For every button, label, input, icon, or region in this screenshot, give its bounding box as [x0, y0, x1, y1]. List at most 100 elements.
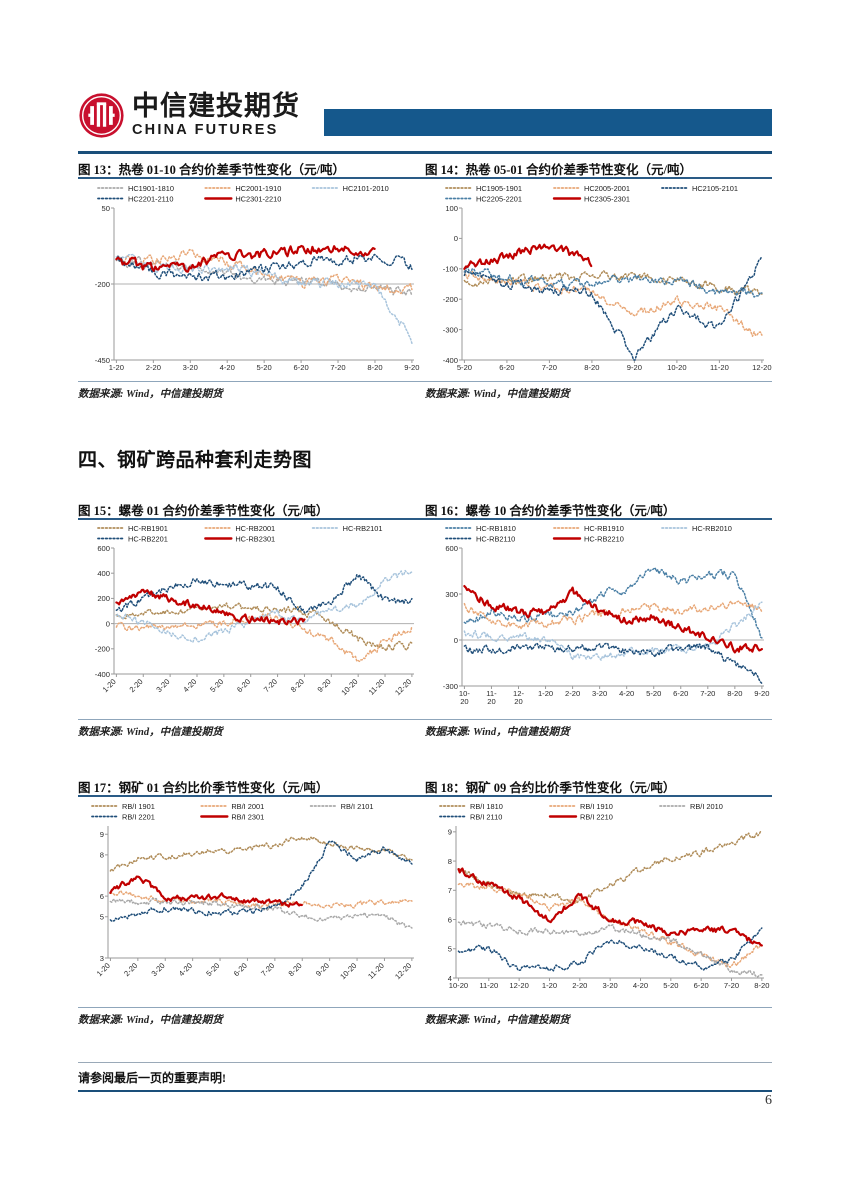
header-accent-bar: [324, 109, 772, 136]
legend-label: RB/I 2210: [580, 812, 613, 821]
y-tick-label: 9: [448, 828, 452, 837]
figure-title-row-1: 图 13：热卷 01-10 合约价差季节性变化（元/吨） 图 14：热卷 05-…: [78, 159, 772, 178]
figure-13-chart: HC1901-1810 HC2001-1910 HC2101-2010 HC2201-…: [80, 182, 422, 378]
legend-item: RB/I 1901: [91, 802, 155, 811]
series-line: [109, 836, 413, 872]
legend-item: HC-RB2210: [552, 534, 624, 543]
x-tick-label: 1-20: [538, 689, 553, 698]
y-tick-label: 8: [100, 851, 104, 860]
x-tick-label: 6-20: [293, 363, 308, 372]
legend-label: HC-RB2001: [235, 524, 275, 533]
x-tick-label: 6-20: [235, 677, 252, 694]
x-tick-label: 2-20: [122, 961, 139, 978]
y-tick-label: -300: [443, 682, 458, 691]
figure-16-title: 图 16：螺卷 10 合约价差季节性变化（元/吨）: [425, 504, 676, 518]
x-tick-label: 5-20: [646, 689, 661, 698]
legend-item: HC2301-2210: [204, 194, 281, 203]
series-line: [115, 253, 413, 282]
figure-row-3-source-rule: [78, 1007, 772, 1008]
y-tick-label: 3: [100, 954, 104, 963]
series-line: [115, 602, 413, 652]
x-tick-label: 9-20: [314, 961, 331, 978]
x-tick-label: 7-20: [700, 689, 715, 698]
y-tick-label: 0: [454, 234, 458, 243]
x-tick-label: 8-20: [754, 981, 769, 990]
legend-item: HC-RB2101: [311, 524, 383, 533]
x-tick-label: 9-20: [627, 363, 642, 372]
series-line: [115, 248, 413, 295]
legend-item: RB/I 2110: [439, 812, 502, 821]
legend-item: HC2105-2101: [661, 184, 738, 193]
legend-item: HC-RB2301: [204, 534, 275, 543]
x-tick-label: 11-20: [710, 363, 729, 372]
y-tick-label: -200: [95, 280, 110, 289]
figure-18-source: 数据来源: Wind，中信建投期货: [425, 1015, 570, 1026]
legend-label: HC-RB1910: [584, 524, 624, 533]
legend-item: HC-RB2010: [661, 524, 732, 533]
x-tick-label: 7-20: [262, 677, 279, 694]
legend-label: RB/I 1910: [580, 802, 613, 811]
legend-item: HC-RB2001: [204, 524, 275, 533]
figure-17-title: 图 17：钢矿 01 合约比价季节性变化（元/吨）: [78, 781, 329, 795]
figure-17-chart: RB/I 1901 RB/I 2001 RB/I 2101 RB/I 2201 RB/I…: [80, 800, 422, 1000]
series-line: [109, 890, 413, 909]
series-line: [457, 927, 763, 972]
legend-item: RB/I 2101: [309, 802, 374, 811]
x-tick-label: 1-20: [101, 677, 118, 694]
legend-item: RB/I 2210: [548, 812, 613, 821]
x-tick-label: 1-20: [95, 961, 112, 978]
legend-label: RB/I 1901: [122, 802, 155, 811]
legend-item: HC2101-2010: [311, 184, 389, 193]
footer-bottom-rule: [78, 1090, 772, 1093]
legend-label: RB/I 2010: [690, 802, 723, 811]
legend-label: RB/I 2001: [231, 802, 264, 811]
x-tick-label: 3-20: [592, 689, 607, 698]
x-tick-label: 6-20: [499, 363, 514, 372]
x-tick-label: 7-20: [259, 961, 276, 978]
legend-item: HC-RB2201: [97, 534, 168, 543]
x-tick-label: 2-20: [146, 363, 161, 372]
figure-13-title: 图 13：热卷 01-10 合约价差季节性变化（元/吨）: [78, 163, 346, 177]
y-tick-label: 6: [100, 892, 104, 901]
legend-item: HC-RB2110: [445, 534, 515, 543]
figure-row-1-rule: [78, 177, 772, 179]
legend-label: HC2305-2301: [584, 194, 630, 203]
figure-16-source: 数据来源: Wind，中信建投期货: [425, 727, 570, 738]
chart-canvas: HC-RB1901 HC-RB2001 HC-RB2101 HC-RB2201 HC-R…: [95, 524, 414, 697]
page-header: 中信建投期货 CHINA FUTURES: [78, 92, 772, 154]
x-tick-label: 8-20: [584, 363, 599, 372]
x-tick-label: 11-20: [486, 689, 497, 706]
footer-disclaimer: 请参阅最后一页的重要声明!: [78, 1071, 226, 1085]
y-tick-label: -400: [443, 356, 458, 365]
x-tick-label: 3-20: [150, 961, 167, 978]
legend-label: HC1905-1901: [476, 184, 522, 193]
x-tick-label: 4-20: [633, 981, 648, 990]
x-tick-label: 11-20: [479, 981, 498, 990]
x-tick-label: 3-20: [183, 363, 198, 372]
figure-14-title: 图 14：热卷 05-01 合约价差季节性变化（元/吨）: [425, 163, 693, 177]
legend-item: HC2201-2110: [97, 194, 173, 203]
y-tick-label: 50: [102, 204, 110, 213]
x-tick-label: 4-20: [220, 363, 235, 372]
x-tick-label: 10-20: [667, 363, 686, 372]
chart-canvas: HC-RB1810 HC-RB1910 HC-RB2010 HC-RB2110 HC-R…: [443, 524, 770, 706]
x-tick-label: 6-20: [673, 689, 688, 698]
legend-label: HC-RB2210: [584, 534, 624, 543]
series-line: [457, 867, 763, 947]
legend-label: RB/I 2101: [341, 802, 374, 811]
legend-label: HC2105-2101: [692, 184, 738, 193]
x-tick-label: 8-20: [289, 677, 306, 694]
series-line: [463, 585, 763, 654]
x-tick-label: 7-20: [330, 363, 345, 372]
x-tick-label: 10-20: [449, 981, 468, 990]
legend-item: HC2005-2001: [553, 184, 630, 193]
series-line: [463, 270, 763, 337]
x-tick-label: 9-20: [754, 689, 769, 698]
y-tick-label: 5: [100, 913, 104, 922]
figure-15-chart: HC-RB1901 HC-RB2001 HC-RB2101 HC-RB2201 HC-R…: [80, 522, 422, 714]
legend-label: HC2201-2110: [128, 194, 173, 203]
x-tick-label: 5-20: [663, 981, 678, 990]
x-tick-label: 4-20: [177, 961, 194, 978]
x-tick-label: 10-20: [459, 689, 470, 706]
series-line: [115, 255, 413, 297]
